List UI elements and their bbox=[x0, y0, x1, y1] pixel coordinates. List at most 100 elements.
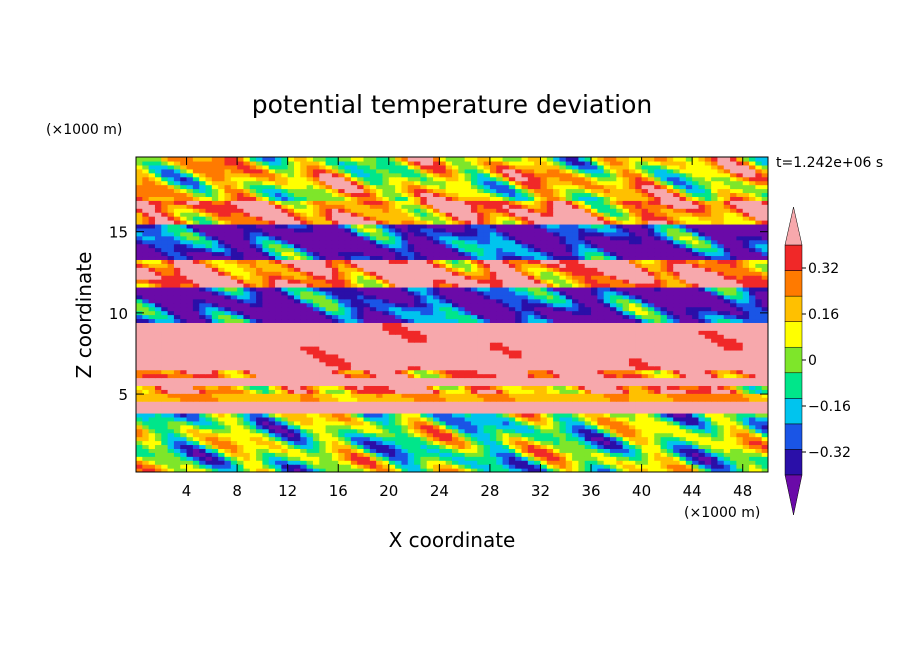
contour-cell bbox=[527, 420, 535, 426]
contour-cell bbox=[154, 436, 162, 442]
contour-cell bbox=[660, 369, 668, 375]
contour-cell bbox=[350, 452, 358, 457]
contour-cell bbox=[698, 373, 706, 379]
contour-cell bbox=[730, 334, 737, 339]
contour-cell bbox=[180, 405, 188, 410]
contour-cell bbox=[692, 377, 700, 383]
contour-cell bbox=[414, 405, 421, 410]
contour-cell bbox=[256, 357, 263, 363]
contour-cell bbox=[167, 385, 175, 390]
contour-cell bbox=[243, 326, 251, 331]
contour-cell bbox=[331, 377, 339, 383]
contour-cell bbox=[426, 444, 434, 449]
contour-cell bbox=[294, 298, 301, 304]
contour-cell bbox=[704, 338, 712, 343]
contour-cell bbox=[685, 353, 693, 359]
contour-cell bbox=[180, 349, 188, 355]
contour-cell bbox=[388, 369, 396, 375]
contour-cell bbox=[742, 385, 750, 390]
contour-cell bbox=[262, 420, 270, 426]
contour-cell bbox=[433, 432, 440, 438]
contour-cell bbox=[572, 306, 579, 312]
contour-cell bbox=[679, 460, 687, 465]
contour-cell bbox=[439, 420, 447, 426]
contour-cell bbox=[641, 460, 649, 465]
contour-cell bbox=[312, 326, 320, 331]
contour-cell bbox=[553, 464, 561, 469]
contour-cell bbox=[243, 397, 251, 402]
contour-cell bbox=[350, 361, 358, 367]
contour-cell bbox=[407, 389, 415, 394]
contour-cell bbox=[635, 456, 643, 461]
contour-cell bbox=[553, 428, 561, 434]
contour-cell bbox=[761, 424, 768, 430]
contour-cell bbox=[136, 279, 143, 284]
contour-cell bbox=[508, 373, 516, 379]
contour-cell bbox=[249, 381, 257, 386]
contour-cell bbox=[654, 349, 662, 355]
contour-cell bbox=[565, 346, 573, 351]
contour-cell bbox=[294, 456, 301, 461]
contour-cell bbox=[414, 460, 421, 465]
contour-cell bbox=[192, 290, 200, 296]
contour-cell bbox=[407, 369, 415, 375]
contour-cell bbox=[249, 428, 257, 434]
contour-cell bbox=[186, 389, 194, 394]
contour-cell bbox=[154, 342, 162, 347]
contour-cell bbox=[698, 381, 706, 386]
contour-cell bbox=[610, 353, 617, 359]
contour-cell bbox=[660, 286, 668, 292]
contour-cell bbox=[230, 377, 238, 383]
contour-cell bbox=[641, 302, 649, 308]
contour-cell bbox=[319, 397, 327, 402]
contour-cell bbox=[749, 286, 756, 292]
contour-cell bbox=[211, 349, 219, 355]
contour-cell bbox=[572, 369, 579, 375]
contour-cell bbox=[654, 338, 662, 343]
contour-cell bbox=[654, 412, 662, 418]
contour-cell bbox=[388, 279, 396, 284]
contour-cell bbox=[654, 283, 662, 288]
contour-cell bbox=[452, 420, 459, 426]
contour-cell bbox=[154, 290, 162, 296]
contour-cell bbox=[426, 326, 434, 331]
contour-cell bbox=[312, 409, 320, 414]
contour-cell bbox=[199, 432, 207, 438]
contour-cell bbox=[464, 318, 472, 323]
contour-cell bbox=[717, 346, 725, 351]
contour-cell bbox=[723, 460, 731, 465]
contour-cell bbox=[243, 452, 251, 457]
contour-cell bbox=[477, 412, 485, 418]
contour-cell bbox=[312, 452, 320, 457]
contour-cell bbox=[730, 452, 737, 457]
contour-cell bbox=[628, 326, 636, 331]
contour-cell bbox=[654, 310, 662, 316]
contour-cell bbox=[527, 381, 535, 386]
contour-cell bbox=[527, 326, 535, 331]
contour-cell bbox=[186, 381, 194, 386]
contour-cell bbox=[357, 322, 365, 327]
contour-cell bbox=[426, 334, 434, 339]
contour-cell bbox=[515, 420, 523, 426]
contour-cell bbox=[711, 416, 719, 422]
contour-cell bbox=[521, 452, 529, 457]
contour-cell bbox=[363, 468, 371, 472]
contour-cell bbox=[331, 412, 339, 418]
contour-cell bbox=[685, 464, 693, 469]
contour-cell bbox=[483, 338, 491, 343]
contour-cell bbox=[660, 401, 668, 406]
contour-cell bbox=[698, 294, 706, 300]
contour-cell bbox=[136, 286, 143, 292]
contour-cell bbox=[369, 373, 377, 379]
contour-cell bbox=[218, 357, 226, 363]
contour-cell bbox=[572, 302, 579, 308]
contour-cell bbox=[660, 420, 668, 426]
contour-cell bbox=[401, 302, 409, 308]
contour-cell bbox=[452, 361, 459, 367]
contour-cell bbox=[711, 377, 719, 383]
contour-cell bbox=[211, 436, 219, 442]
contour-cell bbox=[312, 385, 320, 390]
contour-cell bbox=[186, 279, 194, 284]
contour-cell bbox=[445, 330, 453, 335]
contour-cell bbox=[338, 302, 346, 308]
